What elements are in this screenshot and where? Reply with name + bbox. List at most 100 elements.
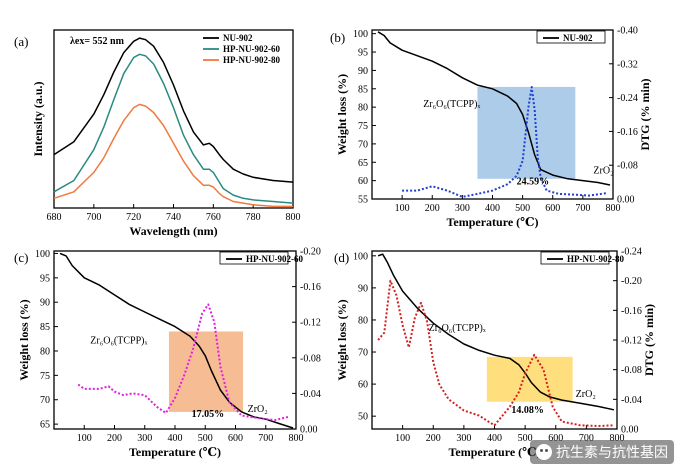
series-line-dtg xyxy=(402,86,608,198)
y-tick-label: 70 xyxy=(40,395,50,406)
panel-label: (b) xyxy=(330,30,345,45)
legend-box xyxy=(536,30,606,44)
x-tick-label: 800 xyxy=(286,212,301,223)
x-tick-label: 200 xyxy=(425,203,440,214)
x-tick-label: 780 xyxy=(246,212,261,223)
y2-tick-label: 0.00 xyxy=(300,425,318,436)
plot-frame xyxy=(371,250,618,430)
y-tick-label: 85 xyxy=(358,84,368,95)
y2-tick-label: -0.08 xyxy=(621,365,642,376)
y2-tick-label: -0.24 xyxy=(621,247,642,258)
x-tick-label: 600 xyxy=(228,433,243,444)
x-tick-label: 800 xyxy=(606,203,621,214)
percent-label: 24.59% xyxy=(517,176,550,187)
y-tick-label: 65 xyxy=(40,420,50,431)
x-tick-label: 500 xyxy=(198,433,213,444)
residue-label: ZrO₂ xyxy=(576,389,596,400)
annotation-formula: Zr₆O₆(TCPP)ₓ xyxy=(90,336,147,347)
y2-axis-label: DTG (% min) xyxy=(638,78,652,150)
y-axis-label: Weight loss (%) xyxy=(17,299,31,380)
y2-tick-label: -0.12 xyxy=(621,336,642,347)
y2-tick-label: -0.40 xyxy=(617,26,638,37)
x-tick-label: 300 xyxy=(455,203,470,214)
watermark: 抗生素与抗性基因 xyxy=(530,440,674,464)
panel-b: (b) 100 200 300 400 500 600 700 800 Temperature (… xyxy=(330,26,652,230)
y-tick-label: 85 xyxy=(40,322,50,333)
shaded-region xyxy=(168,331,244,412)
legend-label: HP-NU-902-80 xyxy=(567,254,624,264)
y2-tick-label: -0.16 xyxy=(617,127,638,138)
y2-tick-label: -0.04 xyxy=(300,389,321,400)
x-axis-label: Wavelength (nm) xyxy=(129,224,217,238)
y-tick-label: 70 xyxy=(358,139,368,150)
y2-tick-label: -0.20 xyxy=(300,247,321,258)
y-tick-label: 80 xyxy=(40,346,50,357)
panel-c: (c) 100 200 300 400 500 600 700 800 Temperature (… xyxy=(14,247,321,460)
x-tick-label: 100 xyxy=(395,203,410,214)
x-tick-label: 200 xyxy=(107,433,122,444)
y2-tick-label: -0.32 xyxy=(617,59,638,70)
y-axis-label: Weight loss (%) xyxy=(335,74,349,155)
percent-label: 17.05% xyxy=(192,409,225,420)
x-axis-label: Temperature (℃) xyxy=(129,445,221,459)
series-line-hp-nu-902-60 xyxy=(53,53,294,204)
x-tick-label: 600 xyxy=(548,433,563,444)
percent-label: 14.08% xyxy=(511,405,544,416)
x-tick-label: 700 xyxy=(575,203,590,214)
x-tick-label: 400 xyxy=(485,203,500,214)
y-tick-label: 100 xyxy=(353,29,368,40)
y2-tick-label: 0.00 xyxy=(621,425,639,436)
x-tick-label: 100 xyxy=(77,433,92,444)
y-tick-label: 60 xyxy=(358,176,368,187)
y-tick-label: 80 xyxy=(358,315,368,326)
y-tick-label: 100 xyxy=(353,251,368,262)
y-tick-label: 90 xyxy=(358,66,368,77)
y-tick-label: 95 xyxy=(358,48,368,59)
y-tick-label: 55 xyxy=(358,195,368,206)
x-tick-label: 700 xyxy=(86,212,101,223)
x-tick-label: 680 xyxy=(47,212,62,223)
series-line-hp-nu-902-80 xyxy=(377,253,615,411)
annotation-formula: Zr₆O₆(TCPP)ₓ xyxy=(429,323,486,334)
annotation-formula: Zr₆O₆(TCPP)ₓ xyxy=(423,99,480,110)
y-tick-label: 100 xyxy=(35,249,50,260)
x-tick-label: 700 xyxy=(579,433,594,444)
x-tick-label: 200 xyxy=(426,433,441,444)
x-tick-label: 700 xyxy=(258,433,273,444)
y-axis-label: Weight loss (%) xyxy=(335,299,349,380)
y2-tick-label: -0.04 xyxy=(621,395,642,406)
y-tick-label: 50 xyxy=(358,412,368,423)
y2-tick-label: -0.12 xyxy=(300,318,321,329)
watermark-text: 抗生素与抗性基因 xyxy=(556,445,668,461)
legend-label: HP-NU-902-80 xyxy=(223,55,280,65)
series-line-dtg xyxy=(377,279,614,427)
y-tick-label: 95 xyxy=(40,273,50,284)
y-tick-label: 65 xyxy=(358,158,368,169)
x-tick-label: 500 xyxy=(515,203,530,214)
y-tick-label: 70 xyxy=(358,348,368,359)
y2-tick-label: -0.08 xyxy=(300,353,321,364)
y-tick-label: 90 xyxy=(358,283,368,294)
panel-d: (d) 100 200 300 400 500 600 700 800 Temperature (… xyxy=(334,247,656,460)
y-axis-label: Intensity (a.u.) xyxy=(31,81,45,156)
x-axis-label: Temperature (℃) xyxy=(446,215,538,229)
panel-label: (d) xyxy=(334,250,349,265)
x-tick-label: 600 xyxy=(545,203,560,214)
series-line-nu-902 xyxy=(53,37,294,183)
x-tick-label: 760 xyxy=(206,212,221,223)
legend-label: NU-902 xyxy=(223,33,253,43)
y-tick-label: 75 xyxy=(40,371,50,382)
series-line-hp-nu-902-80 xyxy=(53,103,293,208)
y-tick-label: 80 xyxy=(358,103,368,114)
legend-label: HP-NU-902-60 xyxy=(223,44,280,54)
shaded-region xyxy=(477,86,576,179)
residue-label: ZrO₂ xyxy=(248,404,268,415)
x-tick-label: 720 xyxy=(126,212,141,223)
x-tick-label: 800 xyxy=(610,433,625,444)
y2-tick-label: -0.20 xyxy=(621,276,642,287)
legend-label: HP-NU-902-60 xyxy=(246,254,303,264)
y-tick-label: 90 xyxy=(40,298,50,309)
y2-tick-label: -0.08 xyxy=(617,161,638,172)
x-tick-label: 500 xyxy=(518,433,533,444)
